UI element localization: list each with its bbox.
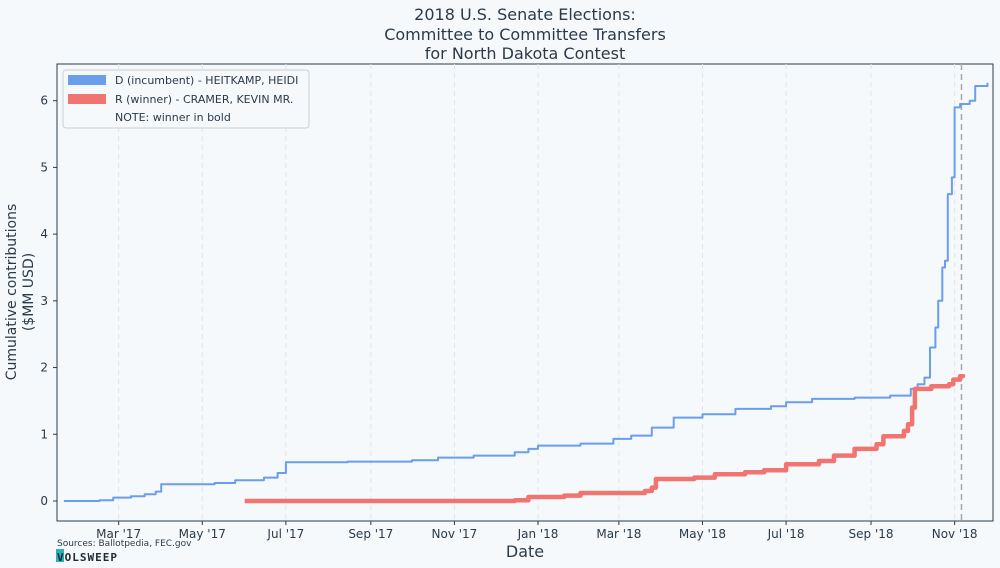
y-tick-label-0: 0 — [40, 494, 48, 508]
x-axis-ticks: Mar '17 May '17 Jul '17 Sep '17 Nov '17 Jan '… — [96, 521, 978, 541]
x-tick-label-8: Jul '18 — [767, 527, 805, 541]
y-tick-label-3: 3 — [40, 294, 48, 308]
logo-mark-icon — [56, 549, 64, 562]
source-note: Sources: Ballotpedia, FEC.gov — [57, 539, 192, 549]
x-tick-label-0: Mar '17 — [96, 527, 141, 541]
x-tick-label-6: Mar '18 — [596, 527, 641, 541]
x-tick-label-3: Sep '17 — [348, 527, 393, 541]
x-tick-label-5: Jan '18 — [517, 527, 559, 541]
y-tick-label-2: 2 — [40, 361, 48, 375]
chart-title-line-2: Committee to Committee Transfers — [384, 25, 666, 44]
volsweep-logo: VOLSWEEP — [56, 549, 118, 564]
logo-text: VOLSWEEP — [57, 551, 118, 564]
y-tick-label-4: 4 — [40, 227, 48, 241]
y-tick-label-6: 6 — [40, 94, 48, 108]
x-tick-label-1: May '17 — [179, 527, 226, 541]
y-axis-label-line-1: Cumulative contributions — [4, 204, 20, 381]
x-tick-label-2: Jul '17 — [266, 527, 304, 541]
legend-note: NOTE: winner in bold — [115, 111, 231, 124]
legend: D (incumbent) - HEITKAMP, HEIDI R (winne… — [62, 69, 310, 129]
y-axis-ticks: 0 1 2 3 4 5 6 — [40, 94, 57, 508]
series-line-1 — [244, 373, 966, 504]
x-axis-label: Date — [506, 542, 544, 561]
series-line-0 — [63, 82, 989, 502]
plot-area — [56, 63, 994, 522]
y-axis-label-line-2: ($MM USD) — [21, 253, 37, 331]
legend-swatch-incumbent — [68, 75, 106, 85]
x-tick-label-7: May '18 — [679, 527, 726, 541]
chart-title-line-1: 2018 U.S. Senate Elections: — [414, 5, 636, 24]
legend-label-incumbent: D (incumbent) - HEITKAMP, HEIDI — [115, 74, 298, 87]
x-tick-label-10: Nov '18 — [932, 527, 978, 541]
y-tick-label-5: 5 — [40, 160, 48, 174]
legend-label-winner: R (winner) - CRAMER, KEVIN MR. — [115, 93, 293, 106]
x-tick-label-4: Nov '17 — [432, 527, 478, 541]
x-tick-label-9: Sep '18 — [849, 527, 894, 541]
series-lines — [63, 82, 989, 504]
legend-box — [62, 69, 310, 129]
y-tick-label-1: 1 — [40, 427, 48, 441]
legend-swatch-winner — [68, 94, 106, 104]
chart-title-line-3: for North Dakota Contest — [425, 44, 626, 63]
